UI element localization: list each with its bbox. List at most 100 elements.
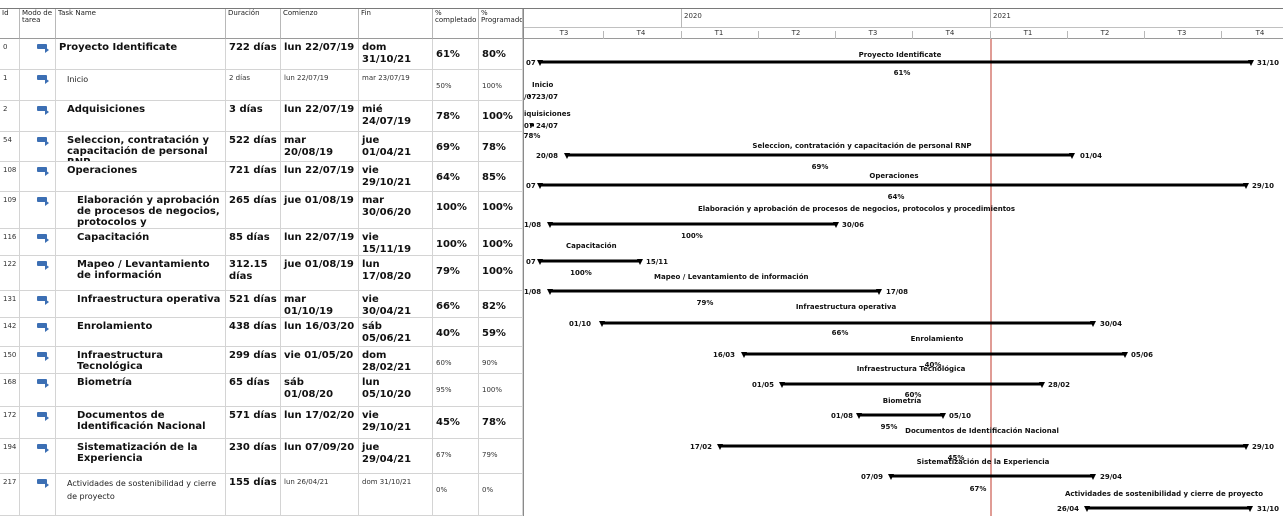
task-row-0[interactable]: 0 Proyecto Identificate 722 días lun 22/07/… [0, 39, 523, 70]
task-pct-scheduled-cell[interactable]: 0% [479, 474, 523, 515]
task-name-cell[interactable]: Mapeo / Levantamiento de información [56, 256, 226, 290]
task-duration-cell[interactable]: 299 días [226, 347, 281, 373]
task-mode-cell[interactable] [20, 39, 56, 69]
task-name-cell[interactable]: Biometría [56, 374, 226, 406]
task-end-cell[interactable]: sáb 05/06/21 [359, 318, 433, 346]
task-end-cell[interactable]: mié 24/07/19 [359, 101, 433, 131]
task-id-cell[interactable]: 172 [0, 407, 20, 438]
task-pct-complete-cell[interactable]: 100% [433, 192, 479, 228]
task-name-cell[interactable]: Seleccion, contratación y capacitación d… [56, 132, 226, 161]
task-end-cell[interactable]: jue 01/04/21 [359, 132, 433, 161]
task-end-cell[interactable]: vie 29/10/21 [359, 162, 433, 191]
task-id-cell[interactable]: 142 [0, 318, 20, 346]
task-mode-cell[interactable] [20, 318, 56, 346]
task-id-cell[interactable]: 108 [0, 162, 20, 191]
task-pct-scheduled-cell[interactable]: 59% [479, 318, 523, 346]
task-duration-cell[interactable]: 521 días [226, 291, 281, 317]
task-start-cell[interactable]: jue 01/08/19 [281, 256, 359, 290]
task-pct-scheduled-cell[interactable]: 100% [479, 70, 523, 100]
task-start-cell[interactable]: lun 17/02/20 [281, 407, 359, 438]
task-mode-cell[interactable] [20, 407, 56, 438]
task-pct-scheduled-cell[interactable]: 100% [479, 101, 523, 131]
task-pct-complete-cell[interactable]: 61% [433, 39, 479, 69]
task-pct-complete-cell[interactable]: 67% [433, 439, 479, 473]
task-name-cell[interactable]: Adquisiciones [56, 101, 226, 131]
task-row-150[interactable]: 150 Infraestructura Tecnológica 299 días vi… [0, 347, 523, 374]
task-name-cell[interactable]: Infraestructura operativa [56, 291, 226, 317]
task-duration-cell[interactable]: 2 días [226, 70, 281, 100]
task-start-cell[interactable]: lun 22/07/19 [281, 101, 359, 131]
task-duration-cell[interactable]: 3 días [226, 101, 281, 131]
task-id-cell[interactable]: 168 [0, 374, 20, 406]
task-mode-cell[interactable] [20, 256, 56, 290]
task-start-cell[interactable]: vie 01/05/20 [281, 347, 359, 373]
task-duration-cell[interactable]: 438 días [226, 318, 281, 346]
task-row-108[interactable]: 108 Operaciones 721 días lun 22/07/19 vie 29… [0, 162, 523, 192]
task-end-cell[interactable]: mar 30/06/20 [359, 192, 433, 228]
task-start-cell[interactable]: sáb 01/08/20 [281, 374, 359, 406]
task-pct-scheduled-cell[interactable]: 100% [479, 374, 523, 406]
task-duration-cell[interactable]: 85 días [226, 229, 281, 255]
task-row-122[interactable]: 122 Mapeo / Levantamiento de información 3… [0, 256, 523, 291]
task-start-cell[interactable]: lun 16/03/20 [281, 318, 359, 346]
task-end-cell[interactable]: vie 29/10/21 [359, 407, 433, 438]
task-start-cell[interactable]: lun 22/07/19 [281, 39, 359, 69]
task-id-cell[interactable]: 1 [0, 70, 20, 100]
task-row-109[interactable]: 109 Elaboración y aprobación de procesos … [0, 192, 523, 229]
task-name-cell[interactable]: Inicio [56, 70, 226, 100]
task-pct-complete-cell[interactable]: 79% [433, 256, 479, 290]
task-id-cell[interactable]: 150 [0, 347, 20, 373]
task-name-cell[interactable]: Sistematización de la Experiencia [56, 439, 226, 473]
task-start-cell[interactable]: lun 22/07/19 [281, 229, 359, 255]
task-id-cell[interactable]: 131 [0, 291, 20, 317]
task-start-cell[interactable]: lun 26/04/21 [281, 474, 359, 515]
task-start-cell[interactable]: lun 07/09/20 [281, 439, 359, 473]
task-end-cell[interactable]: vie 30/04/21 [359, 291, 433, 317]
task-pct-complete-cell[interactable]: 50% [433, 70, 479, 100]
task-pct-scheduled-cell[interactable]: 80% [479, 39, 523, 69]
task-pct-complete-cell[interactable]: 78% [433, 101, 479, 131]
task-pct-scheduled-cell[interactable]: 100% [479, 256, 523, 290]
task-mode-cell[interactable] [20, 229, 56, 255]
task-row-194[interactable]: 194 Sistematización de la Experiencia 230 … [0, 439, 523, 474]
task-row-217[interactable]: 217 Actividades de sostenibilidad y cierr… [0, 474, 523, 516]
task-duration-cell[interactable]: 721 días [226, 162, 281, 191]
task-end-cell[interactable]: dom 28/02/21 [359, 347, 433, 373]
task-pct-scheduled-cell[interactable]: 100% [479, 229, 523, 255]
task-pct-complete-cell[interactable]: 60% [433, 347, 479, 373]
col-header-pct[interactable]: % completado [433, 9, 479, 39]
col-header-end[interactable]: Fin [359, 9, 433, 39]
task-name-cell[interactable]: Actividades de sostenibilidad y cierre d… [56, 474, 226, 515]
task-id-cell[interactable]: 122 [0, 256, 20, 290]
task-row-168[interactable]: 168 Biometría 65 días sáb 01/08/20 lun 05/10… [0, 374, 523, 407]
task-name-cell[interactable]: Enrolamiento [56, 318, 226, 346]
task-id-cell[interactable]: 109 [0, 192, 20, 228]
task-name-cell[interactable]: Infraestructura Tecnológica [56, 347, 226, 373]
task-pct-scheduled-cell[interactable]: 78% [479, 132, 523, 161]
task-name-cell[interactable]: Documentos de Identificación Nacional [56, 407, 226, 438]
task-mode-cell[interactable] [20, 439, 56, 473]
task-end-cell[interactable]: lun 17/08/20 [359, 256, 433, 290]
col-header-mode[interactable]: Modo de tarea [20, 9, 56, 39]
task-start-cell[interactable]: lun 22/07/19 [281, 70, 359, 100]
col-header-name[interactable]: Task Name [56, 9, 226, 39]
task-id-cell[interactable]: 0 [0, 39, 20, 69]
task-mode-cell[interactable] [20, 374, 56, 406]
task-end-cell[interactable]: vie 15/11/19 [359, 229, 433, 255]
task-row-2[interactable]: 2 Adquisiciones 3 días lun 22/07/19 mié 24/0… [0, 101, 523, 132]
task-pct-complete-cell[interactable]: 100% [433, 229, 479, 255]
task-start-cell[interactable]: lun 22/07/19 [281, 162, 359, 191]
task-end-cell[interactable]: lun 05/10/20 [359, 374, 433, 406]
task-pct-complete-cell[interactable]: 64% [433, 162, 479, 191]
task-duration-cell[interactable]: 230 días [226, 439, 281, 473]
col-header-start[interactable]: Comienzo [281, 9, 359, 39]
task-end-cell[interactable]: mar 23/07/19 [359, 70, 433, 100]
task-start-cell[interactable]: mar 20/08/19 [281, 132, 359, 161]
task-row-142[interactable]: 142 Enrolamiento 438 días lun 16/03/20 sáb 0… [0, 318, 523, 347]
task-start-cell[interactable]: mar 01/10/19 [281, 291, 359, 317]
task-mode-cell[interactable] [20, 192, 56, 228]
task-pct-complete-cell[interactable]: 69% [433, 132, 479, 161]
task-pct-scheduled-cell[interactable]: 78% [479, 407, 523, 438]
task-row-172[interactable]: 172 Documentos de Identificación Nacional… [0, 407, 523, 439]
task-id-cell[interactable]: 217 [0, 474, 20, 515]
